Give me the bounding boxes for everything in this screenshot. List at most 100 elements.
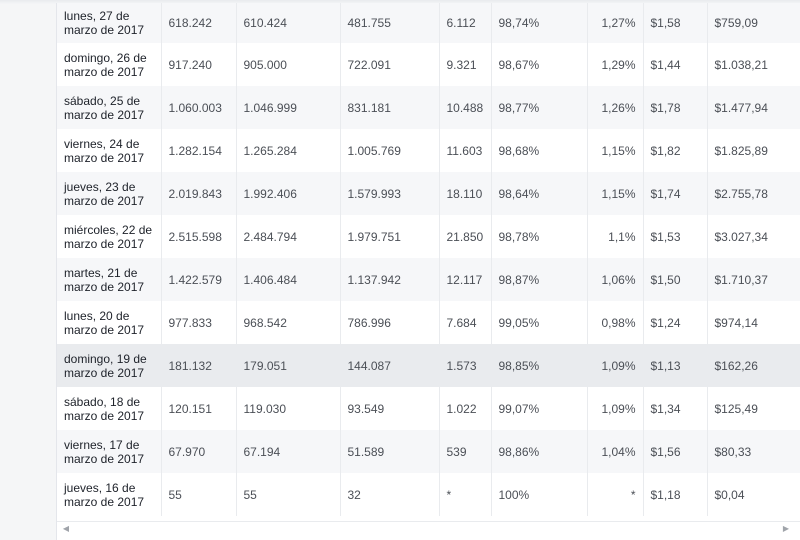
date-cell: jueves, 23 de marzo de 2017 <box>57 172 162 215</box>
value-cell: 1,06% <box>587 258 644 301</box>
table-row[interactable]: domingo, 19 de marzo de 2017 181.132 179.0… <box>57 344 800 387</box>
value-cell: 2.515.598 <box>161 215 237 258</box>
value-cell: 1,04% <box>587 430 644 473</box>
date-cell: viernes, 17 de marzo de 2017 <box>57 430 162 473</box>
value-cell: * <box>587 473 644 516</box>
value-cell: 1.137.942 <box>340 258 440 301</box>
date-cell: lunes, 20 de marzo de 2017 <box>57 301 162 344</box>
value-cell: 100% <box>491 473 588 516</box>
table-row[interactable]: miércoles, 22 de marzo de 2017 2.515.598 2… <box>57 215 800 258</box>
value-cell: $80,33 <box>707 430 800 473</box>
report-table-panel: lunes, 27 de marzo de 2017 618.242 610.424… <box>56 3 800 540</box>
value-cell: 181.132 <box>161 344 237 387</box>
value-cell: 1,09% <box>587 344 644 387</box>
table-row[interactable]: viernes, 17 de marzo de 2017 67.970 67.194… <box>57 430 800 473</box>
value-cell: 93.549 <box>340 387 440 430</box>
value-cell: 32 <box>340 473 440 516</box>
value-cell: 12.117 <box>439 258 492 301</box>
table-row[interactable]: jueves, 23 de marzo de 2017 2.019.843 1.99… <box>57 172 800 215</box>
value-cell: $759,09 <box>707 3 800 43</box>
value-cell: 1.060.003 <box>161 86 237 129</box>
horizontal-scrollbar[interactable]: ◀ ▶ <box>57 521 800 538</box>
value-cell: 119.030 <box>236 387 341 430</box>
value-cell: $1,44 <box>643 43 708 86</box>
table-row[interactable]: sábado, 25 de marzo de 2017 1.060.003 1.04… <box>57 86 800 129</box>
value-cell: 67.970 <box>161 430 237 473</box>
value-cell: 98,74% <box>491 3 588 43</box>
value-cell: $1,56 <box>643 430 708 473</box>
value-cell: $1,58 <box>643 3 708 43</box>
value-cell: 98,85% <box>491 344 588 387</box>
value-cell: 1,29% <box>587 43 644 86</box>
value-cell: 1.422.579 <box>161 258 237 301</box>
table-row[interactable]: domingo, 26 de marzo de 2017 917.240 905.0… <box>57 43 800 86</box>
value-cell: 55 <box>236 473 341 516</box>
value-cell: 1,15% <box>587 129 644 172</box>
value-cell: $1,74 <box>643 172 708 215</box>
value-cell: 18.110 <box>439 172 492 215</box>
table-row[interactable]: martes, 21 de marzo de 2017 1.422.579 1.40… <box>57 258 800 301</box>
value-cell: 98,78% <box>491 215 588 258</box>
value-cell: $125,49 <box>707 387 800 430</box>
value-cell: 1.022 <box>439 387 492 430</box>
table-row[interactable]: lunes, 27 de marzo de 2017 618.242 610.424… <box>57 3 800 43</box>
value-cell: $0,04 <box>707 473 800 516</box>
value-cell: 7.684 <box>439 301 492 344</box>
value-cell: 98,87% <box>491 258 588 301</box>
date-cell: miércoles, 22 de marzo de 2017 <box>57 215 162 258</box>
value-cell: $1,34 <box>643 387 708 430</box>
value-cell: 1.579.993 <box>340 172 440 215</box>
value-cell: 98,68% <box>491 129 588 172</box>
value-cell: 98,67% <box>491 43 588 86</box>
value-cell: 1.992.406 <box>236 172 341 215</box>
value-cell: 11.603 <box>439 129 492 172</box>
value-cell: 968.542 <box>236 301 341 344</box>
value-cell: $1.477,94 <box>707 86 800 129</box>
table-row[interactable]: jueves, 16 de marzo de 2017 55 55 32 * 100% * $… <box>57 473 800 516</box>
value-cell: $3.027,34 <box>707 215 800 258</box>
value-cell: 1.046.999 <box>236 86 341 129</box>
value-cell: 1.265.284 <box>236 129 341 172</box>
value-cell: $1,18 <box>643 473 708 516</box>
value-cell: 1,1% <box>587 215 644 258</box>
value-cell: 977.833 <box>161 301 237 344</box>
value-cell: 6.112 <box>439 3 492 43</box>
value-cell: 9.321 <box>439 43 492 86</box>
value-cell: 99,07% <box>491 387 588 430</box>
value-cell: 98,86% <box>491 430 588 473</box>
daily-stats-table: lunes, 27 de marzo de 2017 618.242 610.424… <box>57 3 800 516</box>
value-cell: $1,82 <box>643 129 708 172</box>
value-cell: $1,53 <box>643 215 708 258</box>
value-cell: 10.488 <box>439 86 492 129</box>
value-cell: $1.710,37 <box>707 258 800 301</box>
table-row[interactable]: viernes, 24 de marzo de 2017 1.282.154 1.2… <box>57 129 800 172</box>
value-cell: 67.194 <box>236 430 341 473</box>
value-cell: 179.051 <box>236 344 341 387</box>
value-cell: 1.573 <box>439 344 492 387</box>
scroll-left-arrow-icon[interactable]: ◀ <box>62 524 70 533</box>
value-cell: 539 <box>439 430 492 473</box>
value-cell: 917.240 <box>161 43 237 86</box>
value-cell: 1.282.154 <box>161 129 237 172</box>
value-cell: 1.005.769 <box>340 129 440 172</box>
value-cell: $1,50 <box>643 258 708 301</box>
value-cell: 905.000 <box>236 43 341 86</box>
date-cell: domingo, 19 de marzo de 2017 <box>57 344 162 387</box>
table-row[interactable]: lunes, 20 de marzo de 2017 977.833 968.542… <box>57 301 800 344</box>
table-body: lunes, 27 de marzo de 2017 618.242 610.424… <box>57 3 800 516</box>
date-cell: jueves, 16 de marzo de 2017 <box>57 473 162 516</box>
value-cell: 99,05% <box>491 301 588 344</box>
value-cell: 2.484.794 <box>236 215 341 258</box>
value-cell: $1.038,21 <box>707 43 800 86</box>
value-cell: 98,64% <box>491 172 588 215</box>
table-row[interactable]: sábado, 18 de marzo de 2017 120.151 119.03… <box>57 387 800 430</box>
value-cell: 21.850 <box>439 215 492 258</box>
value-cell: * <box>439 473 492 516</box>
value-cell: 831.181 <box>340 86 440 129</box>
value-cell: 1,15% <box>587 172 644 215</box>
value-cell: 0,98% <box>587 301 644 344</box>
value-cell: 55 <box>161 473 237 516</box>
scroll-right-arrow-icon[interactable]: ▶ <box>782 524 790 533</box>
value-cell: $2.755,78 <box>707 172 800 215</box>
